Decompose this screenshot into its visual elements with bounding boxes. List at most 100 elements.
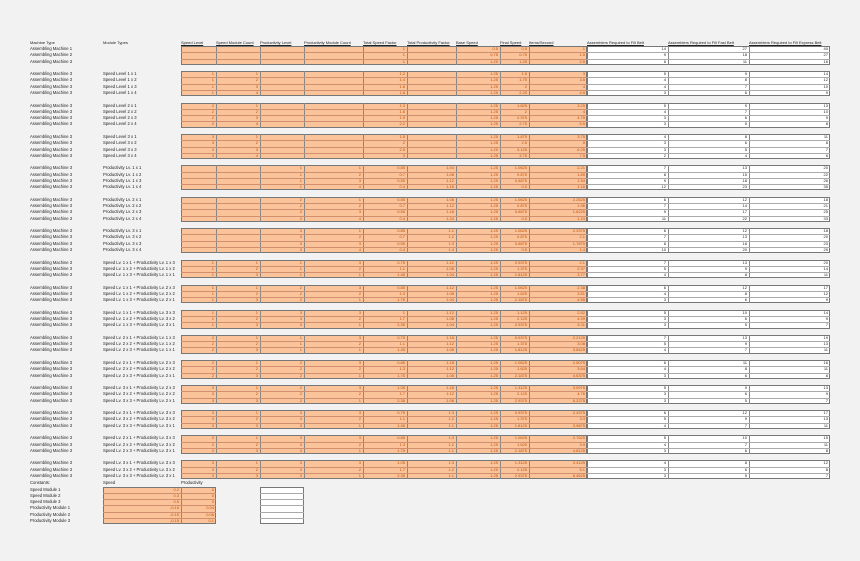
value-cell[interactable]: 3 bbox=[211, 385, 214, 390]
value-cell[interactable]: 1.06 bbox=[446, 397, 454, 403]
value-cell[interactable]: 1.25 bbox=[490, 196, 498, 202]
value-cell[interactable]: 2.125 bbox=[516, 391, 527, 397]
value-cell[interactable]: 1.96 bbox=[577, 203, 585, 208]
value-cell[interactable]: 3 bbox=[255, 83, 258, 89]
module-type-cell[interactable]: Speed Lv. 1 x 2 + Productivity Lv. 3 x 2 bbox=[103, 316, 175, 321]
value-cell[interactable]: 2 bbox=[299, 391, 302, 397]
value-cell[interactable]: 1.25 bbox=[490, 391, 498, 397]
value-cell[interactable]: 1 bbox=[255, 435, 258, 441]
value-cell[interactable]: 1.4 bbox=[448, 247, 454, 252]
value-cell[interactable]: 2.125 bbox=[516, 466, 527, 472]
module-type-cell[interactable]: Speed Lv. 1 x 2 + Productivity Lv. 2 x 2 bbox=[103, 290, 175, 296]
value-cell[interactable]: 1.04 bbox=[446, 165, 454, 171]
value-cell[interactable]: 5 bbox=[663, 416, 666, 422]
value-cell[interactable]: 1.625 bbox=[516, 290, 527, 296]
value-cell[interactable]: 7 bbox=[663, 165, 666, 171]
value-cell[interactable]: 1 bbox=[358, 272, 361, 278]
value-cell[interactable]: 1.25 bbox=[490, 290, 498, 296]
module-type-cell[interactable]: Speed Lv. 2 x 3 + Productivity Lv. 3 x 1 bbox=[103, 447, 175, 453]
value-cell[interactable]: 1.25 bbox=[490, 397, 498, 403]
value-cell[interactable]: 6 bbox=[744, 115, 747, 121]
value-cell[interactable]: 13 bbox=[823, 416, 828, 422]
value-cell[interactable]: 2.25 bbox=[519, 90, 527, 95]
machine-type-cell[interactable]: Assembling Machine 3 bbox=[30, 359, 73, 365]
value-cell[interactable]: 2.97 bbox=[577, 265, 585, 271]
machine-type-cell[interactable]: Assembling Machine 3 bbox=[30, 316, 73, 321]
value-cell[interactable]: 12 bbox=[742, 196, 747, 202]
value-cell[interactable]: 3 bbox=[211, 422, 214, 428]
value-cell[interactable]: 1 bbox=[358, 397, 361, 403]
value-cell[interactable]: 2 bbox=[299, 284, 302, 290]
value-cell[interactable]: 1.25 bbox=[490, 152, 498, 158]
value-cell[interactable]: 1.375 bbox=[516, 416, 527, 422]
value-cell[interactable]: 0.85 bbox=[397, 196, 405, 202]
value-cell[interactable]: 1.6225 bbox=[572, 209, 585, 215]
value-cell[interactable]: 1.0625 bbox=[514, 435, 527, 441]
value-cell[interactable]: 1.25 bbox=[490, 247, 498, 252]
module-type-cell[interactable]: Speed Level 1 x 4 bbox=[103, 90, 137, 95]
value-cell[interactable]: 9 bbox=[825, 115, 828, 121]
machine-type-cell[interactable]: Assembling Machine 3 bbox=[30, 347, 73, 353]
value-cell[interactable]: 3.9 bbox=[579, 441, 585, 447]
value-cell[interactable]: 2.35 bbox=[397, 397, 405, 403]
value-cell[interactable]: 18 bbox=[823, 196, 828, 202]
value-cell[interactable]: 1.12 bbox=[446, 259, 454, 265]
value-cell[interactable]: 1.04 bbox=[446, 322, 454, 328]
value-cell[interactable]: 2 bbox=[299, 203, 302, 208]
module-type-cell[interactable]: Productivity Lv. 2 x 3 bbox=[103, 209, 142, 215]
value-cell[interactable]: 1.1 bbox=[448, 422, 454, 428]
value-cell[interactable]: 1.25 bbox=[519, 58, 527, 64]
value-cell[interactable]: 0.9375 bbox=[514, 410, 527, 416]
value-cell[interactable]: 14 bbox=[823, 309, 828, 315]
module-type-cell[interactable]: Productivity Lv. 2 x 2 bbox=[103, 203, 142, 208]
value-cell[interactable]: 1.24 bbox=[446, 215, 454, 221]
constant-productivity-value[interactable]: 0 bbox=[211, 492, 214, 498]
value-cell[interactable]: 1.3 bbox=[448, 410, 454, 416]
value-cell[interactable]: 1.3125 bbox=[514, 460, 527, 466]
value-cell[interactable]: 8 bbox=[744, 460, 747, 466]
value-cell[interactable]: 8 bbox=[744, 366, 747, 372]
value-cell[interactable]: 11 bbox=[742, 359, 747, 365]
value-cell[interactable]: 1.25 bbox=[490, 385, 498, 390]
value-cell[interactable]: 0.4 bbox=[399, 184, 405, 190]
machine-type-cell[interactable]: Assembling Machine 3 bbox=[30, 177, 73, 183]
value-cell[interactable]: 5 bbox=[744, 322, 747, 328]
value-cell[interactable]: 1.2 bbox=[448, 416, 454, 422]
value-cell[interactable]: 2.1875 bbox=[514, 372, 527, 378]
value-cell[interactable]: 2.375 bbox=[516, 115, 527, 121]
value-cell[interactable]: 0.85 bbox=[397, 359, 405, 365]
machine-type-cell[interactable]: Assembling Machine 3 bbox=[30, 410, 73, 416]
value-cell[interactable]: 7 bbox=[744, 441, 747, 447]
machine-type-cell[interactable]: Assembling Machine 3 bbox=[30, 115, 73, 121]
value-cell[interactable]: 1.25 bbox=[490, 177, 498, 183]
value-cell[interactable]: 3 bbox=[255, 146, 258, 152]
constant-speed-value[interactable]: 0.2 bbox=[173, 486, 179, 492]
value-cell[interactable]: 1 bbox=[211, 284, 214, 290]
machine-type-cell[interactable]: Assembling Machine 3 bbox=[30, 259, 73, 265]
value-cell[interactable]: 3 bbox=[211, 133, 214, 139]
value-cell[interactable]: 1.75 bbox=[519, 77, 527, 83]
value-cell[interactable]: 14 bbox=[823, 71, 828, 77]
value-cell[interactable]: 6 bbox=[744, 466, 747, 472]
value-cell[interactable]: 1.18 bbox=[446, 385, 454, 390]
value-cell[interactable]: 13 bbox=[742, 334, 747, 340]
value-cell[interactable]: 6.11 bbox=[577, 322, 586, 328]
value-cell[interactable]: 0.55 bbox=[397, 240, 405, 246]
value-cell[interactable]: 1.24 bbox=[577, 215, 585, 221]
value-cell[interactable]: 1.25 bbox=[490, 435, 498, 441]
machine-type-cell[interactable]: Assembling Machine 1 bbox=[30, 46, 73, 51]
value-cell[interactable]: 2 bbox=[255, 416, 258, 422]
machine-type-cell[interactable]: Assembling Machine 3 bbox=[30, 247, 73, 252]
value-cell[interactable]: 1 bbox=[402, 58, 405, 64]
value-cell[interactable]: 4.59 bbox=[577, 316, 585, 321]
constant-name[interactable]: Speed Module 2 bbox=[30, 492, 61, 498]
constant-name[interactable]: Speed Module 3 bbox=[30, 499, 61, 505]
value-cell[interactable]: 1.25 bbox=[490, 58, 498, 64]
value-cell[interactable]: 1 bbox=[299, 265, 302, 271]
machine-type-cell[interactable]: Assembling Machine 3 bbox=[30, 372, 73, 378]
value-cell[interactable]: 2.4375 bbox=[572, 410, 585, 416]
value-cell[interactable]: 4 bbox=[663, 460, 666, 466]
value-cell[interactable]: 2 bbox=[255, 316, 258, 321]
value-cell[interactable]: 1 bbox=[299, 347, 302, 353]
machine-type-cell[interactable]: Assembling Machine 3 bbox=[30, 460, 73, 466]
